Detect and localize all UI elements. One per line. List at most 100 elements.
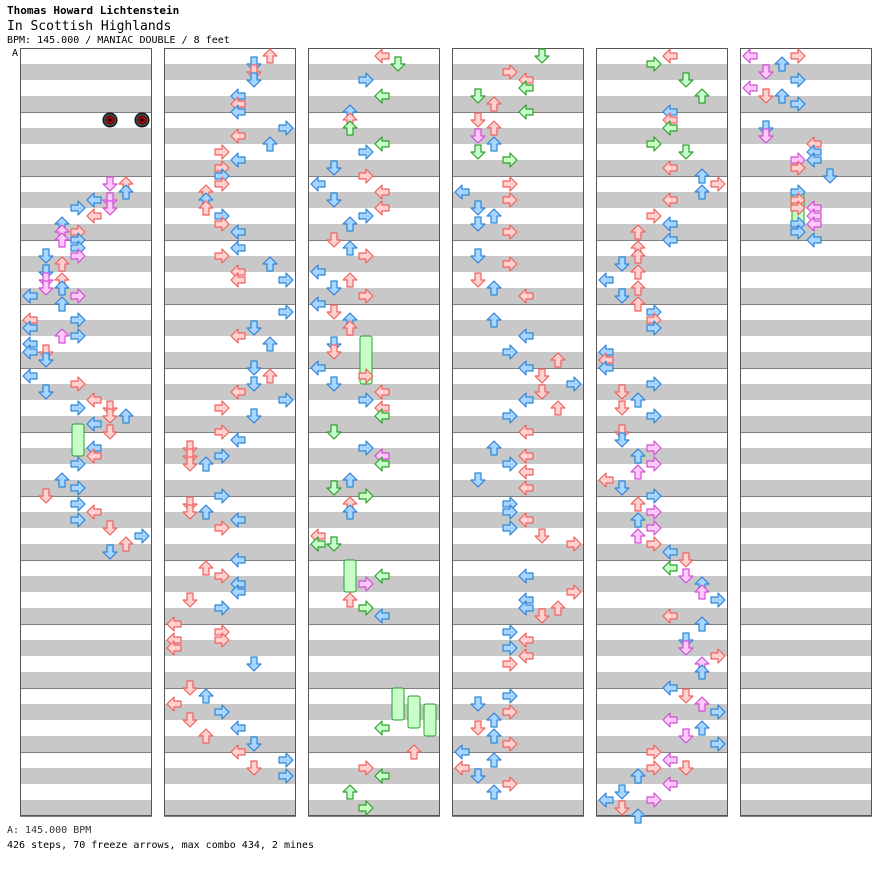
arrow-shape [534,368,550,384]
arrow-shape [198,200,214,216]
step-arrow-down [470,88,486,104]
step-arrow-left [230,384,246,400]
step-arrow-down [246,656,262,672]
column-border [596,48,728,816]
beat-stripe [596,384,728,400]
beat-stripe [164,352,296,368]
arrow-shape [86,392,102,408]
beat-stripe [308,352,440,368]
step-arrow-up [342,240,358,256]
arrow-shape [518,328,534,344]
step-arrow-left [518,512,534,528]
step-arrow-left [374,88,390,104]
arrow-shape [118,184,134,200]
arrow-shape [358,488,374,504]
arrow-shape [326,232,342,248]
step-arrow-right [566,584,582,600]
step-arrow-up [630,464,646,480]
arrow-shape [342,272,358,288]
arrow-shape [310,176,326,192]
step-arrow-down [102,520,118,536]
arrow-shape [214,520,230,536]
arrow-shape [502,736,518,752]
arrow-shape [486,208,502,224]
arrow-shape [710,704,726,720]
beat-stripe [596,160,728,176]
step-arrow-up [54,256,70,272]
beat-stripe [20,256,152,272]
beat-stripe [308,640,440,656]
step-arrow-down [678,728,694,744]
step-arrow-left [374,136,390,152]
step-arrow-up [694,184,710,200]
arrow-shape [790,200,806,216]
arrow-shape [678,144,694,160]
arrow-shape [694,184,710,200]
beat-stripe [596,352,728,368]
arrow-shape [326,424,342,440]
step-arrow-left [806,216,822,232]
arrow-shape [22,288,38,304]
step-arrow-left [230,152,246,168]
arrow-shape [502,624,518,640]
arrow-shape [806,152,822,168]
arrow-shape [310,264,326,280]
step-arrow-down [326,160,342,176]
arrow-shape [22,320,38,336]
step-arrow-up [118,408,134,424]
step-arrow-left [662,776,678,792]
beat-stripe [20,320,152,336]
step-arrow-right [214,400,230,416]
beat-stripe [740,128,872,144]
step-arrow-right [502,192,518,208]
beat-stripe [164,704,296,720]
step-arrow-right [790,160,806,176]
arrow-shape [518,392,534,408]
beat-stripe [20,128,152,144]
beat-stripe [596,576,728,592]
arrow-shape [534,48,550,64]
step-arrow-left [662,192,678,208]
step-arrow-down [326,344,342,360]
step-arrow-down [678,144,694,160]
step-arrow-right [70,312,86,328]
step-arrow-right [502,256,518,272]
step-arrow-left [310,264,326,280]
step-arrow-up [342,784,358,800]
step-arrow-right [214,424,230,440]
step-arrow-right [358,144,374,160]
arrow-shape [502,704,518,720]
beat-stripe [740,288,872,304]
beat-stripe [740,96,872,112]
beat-stripe [452,736,584,752]
arrow-shape [230,512,246,528]
beat-stripe [452,288,584,304]
step-arrow-right [502,504,518,520]
step-arrow-left [662,712,678,728]
arrow-shape [790,160,806,176]
step-arrow-down [614,800,630,816]
step-arrow-left [662,752,678,768]
step-arrow-down [102,408,118,424]
arrow-shape [342,504,358,520]
step-arrow-up [550,600,566,616]
arrow-shape [502,520,518,536]
arrow-shape [246,72,262,88]
step-arrow-down [678,688,694,704]
arrow-shape [22,344,38,360]
arrow-shape [230,128,246,144]
arrow-shape [358,440,374,456]
beat-stripe [20,352,152,368]
step-arrow-down [326,536,342,552]
step-arrow-down [326,376,342,392]
arrow-shape [486,280,502,296]
step-arrow-left [230,328,246,344]
arrow-shape [518,80,534,96]
arrow-shape [502,344,518,360]
step-arrow-down [38,352,54,368]
arrow-shape [230,104,246,120]
arrow-shape [566,536,582,552]
beat-stripe [20,480,152,496]
beat-stripe [308,128,440,144]
